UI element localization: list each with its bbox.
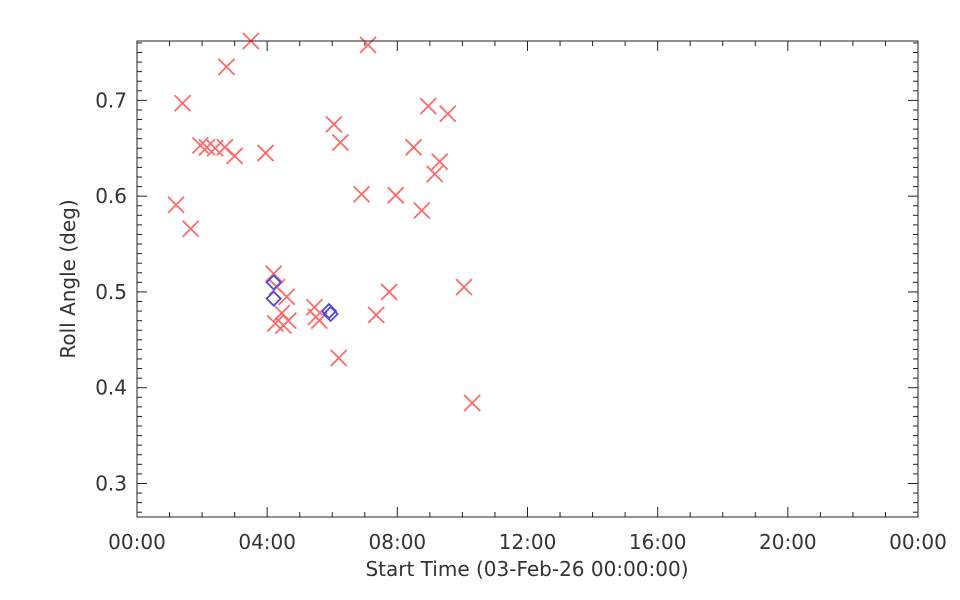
cross-point <box>419 97 437 115</box>
x-axis-title: Start Time (03-Feb-26 00:00:00) <box>365 557 688 581</box>
cross-point <box>359 36 377 54</box>
y-tick-label: 0.5 <box>95 280 127 304</box>
diamond-point <box>265 274 282 291</box>
cross-point <box>173 94 192 112</box>
cross-point <box>279 312 297 330</box>
cross-point <box>413 201 431 220</box>
cross-point <box>256 144 275 162</box>
x-tick-label: 00:00 <box>889 530 947 554</box>
cross-point <box>198 138 216 156</box>
y-axis-title: Roll Angle (deg) <box>56 199 80 358</box>
x-tick-label: 16:00 <box>629 530 687 554</box>
y-tick-label: 0.6 <box>95 184 127 208</box>
cross-point <box>167 196 185 214</box>
plot-frame <box>136 40 919 518</box>
cross-point <box>455 278 473 296</box>
cross-point <box>325 115 343 133</box>
x-tick-label: 12:00 <box>499 530 557 554</box>
x-tick-label: 00:00 <box>108 530 166 554</box>
cross-point <box>463 394 481 412</box>
y-tick-label: 0.3 <box>95 471 127 495</box>
cross-point <box>431 153 449 171</box>
cross-point <box>191 136 210 155</box>
y-tick-label: 0.7 <box>95 88 127 112</box>
cross-point <box>352 185 371 203</box>
cross-point <box>217 58 236 76</box>
cross-point <box>331 133 350 152</box>
data-marks <box>167 32 481 412</box>
x-tick-label: 04:00 <box>238 530 296 554</box>
cross-point <box>387 186 405 204</box>
cross-point <box>265 265 283 283</box>
cross-point <box>182 220 200 238</box>
diamond-point <box>265 290 282 307</box>
x-tick-label: 08:00 <box>369 530 427 554</box>
cross-point <box>426 165 444 183</box>
axis-tick-labels: 00:00 04:00 08:00 12:00 16:00 20:00 00:00 0.3 0.… <box>95 88 947 554</box>
cross-point <box>330 349 348 367</box>
diamond-point <box>322 305 339 323</box>
cross-point <box>439 105 457 123</box>
x-tick-label: 20:00 <box>759 530 817 554</box>
cross-point <box>367 306 385 324</box>
cross-point <box>278 288 296 306</box>
cross-point <box>225 147 244 165</box>
y-tick-label: 0.4 <box>95 376 127 400</box>
cross-point <box>380 283 398 301</box>
cross-point <box>404 138 423 156</box>
